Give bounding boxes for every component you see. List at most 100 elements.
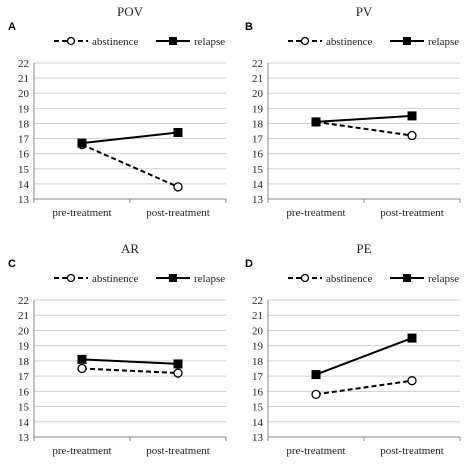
x-tick-label: post-treatment xyxy=(380,207,444,219)
chart-title: POV xyxy=(117,4,144,19)
y-tick-label: 13 xyxy=(18,432,30,444)
data-point-abstinence xyxy=(407,130,417,141)
y-tick-label: 17 xyxy=(18,134,30,146)
chart-panel-d: D PE abstinence relapse 13 14 15 16 17 18 19 20 21 22… xyxy=(245,241,461,457)
series-line-relapse xyxy=(81,131,179,145)
legend-label-relapse: relapse xyxy=(194,36,225,48)
y-tick-label: 22 xyxy=(252,295,263,307)
legend-label-abstinence: abstinence xyxy=(326,273,373,285)
legend-label-abstinence: abstinence xyxy=(92,273,139,285)
series-line-abstinence xyxy=(81,367,179,375)
data-point-relapse xyxy=(311,117,321,127)
data-point-relapse xyxy=(311,370,321,380)
x-tick-label: post-treatment xyxy=(380,445,444,457)
legend-marker-relapse xyxy=(403,37,411,45)
y-tick-label: 20 xyxy=(252,325,264,337)
legend-label-relapse: relapse xyxy=(194,273,225,285)
legend-marker-abstinence xyxy=(300,36,310,46)
series-line-abstinence xyxy=(315,379,413,396)
y-tick-label: 22 xyxy=(18,58,29,70)
y-tick-label: 15 xyxy=(252,164,264,176)
legend-marker-relapse xyxy=(169,274,177,282)
y-tick-label: 14 xyxy=(252,417,264,429)
panel-letter: B xyxy=(245,21,253,33)
y-tick-label: 22 xyxy=(18,295,29,307)
legend-marker-abstinence xyxy=(66,273,76,283)
legend: abstinence relapse xyxy=(288,36,459,48)
y-tick-label: 15 xyxy=(18,164,30,176)
y-tick-label: 17 xyxy=(252,134,264,146)
y-tick-label: 21 xyxy=(18,310,29,322)
y-tick-label: 17 xyxy=(252,371,264,383)
y-tick-label: 18 xyxy=(252,356,264,368)
series-line-relapse xyxy=(315,114,413,123)
chart-panel-b: B PV abstinence relapse 13 14 15 16 17 18 19 20 21 22… xyxy=(245,4,461,219)
series-line-abstinence xyxy=(315,120,413,137)
legend: abstinence relapse xyxy=(54,36,225,48)
legend: abstinence relapse xyxy=(288,273,459,285)
y-tick-label: 18 xyxy=(18,356,30,368)
chart-panel-c: C AR abstinence relapse 13 14 15 16 17 18 19 20 21 22… xyxy=(8,241,227,457)
x-tick-label: post-treatment xyxy=(146,207,210,219)
x-tick-label: pre-treatment xyxy=(286,445,345,457)
y-tick-label: 13 xyxy=(18,194,30,206)
panel-letter: A xyxy=(8,21,16,33)
y-tick-label: 18 xyxy=(252,118,264,130)
y-tick-label: 20 xyxy=(18,88,30,100)
legend-marker-abstinence xyxy=(300,273,310,283)
y-tick-label: 14 xyxy=(18,417,30,429)
y-tick-label: 16 xyxy=(252,386,264,398)
legend-label-relapse: relapse xyxy=(428,273,459,285)
data-point-relapse xyxy=(77,354,87,364)
data-point-abstinence xyxy=(311,389,321,400)
legend: abstinence relapse xyxy=(54,273,225,285)
chart-title: AR xyxy=(121,241,139,256)
chart-panel-a: A POV abstinence relapse 13 14 15 16 17 18 19 20 21 2… xyxy=(8,4,227,219)
y-tick-label: 13 xyxy=(252,432,264,444)
y-tick-label: 20 xyxy=(252,88,264,100)
data-point-abstinence xyxy=(173,182,183,192)
legend-marker-relapse xyxy=(403,274,411,282)
y-tick-label: 19 xyxy=(252,341,264,353)
chart-title: PV xyxy=(356,4,373,19)
panel-letter: C xyxy=(8,258,16,270)
y-tick-label: 21 xyxy=(18,73,29,85)
x-tick-label: pre-treatment xyxy=(52,207,111,219)
y-tick-label: 21 xyxy=(252,73,263,85)
panel-letter: D xyxy=(245,258,253,270)
y-tick-label: 18 xyxy=(18,118,30,130)
y-tick-label: 14 xyxy=(252,179,264,191)
y-tick-label: 17 xyxy=(18,371,30,383)
data-point-relapse xyxy=(407,111,417,121)
chart-title: PE xyxy=(356,241,371,256)
y-tick-label: 19 xyxy=(18,341,30,353)
y-tick-label: 19 xyxy=(18,103,30,115)
x-tick-label: pre-treatment xyxy=(286,207,345,219)
legend-label-abstinence: abstinence xyxy=(326,36,373,48)
y-tick-label: 20 xyxy=(18,325,30,337)
series-line-relapse xyxy=(81,358,179,365)
y-tick-label: 16 xyxy=(18,149,30,161)
data-point-relapse xyxy=(173,128,183,138)
y-tick-label: 13 xyxy=(252,194,264,206)
x-tick-label: pre-treatment xyxy=(52,445,111,457)
y-tick-label: 15 xyxy=(18,402,30,414)
legend-label-abstinence: abstinence xyxy=(92,36,139,48)
y-tick-label: 16 xyxy=(252,149,264,161)
y-tick-label: 19 xyxy=(252,103,264,115)
data-point-relapse xyxy=(173,359,183,369)
legend-marker-relapse xyxy=(169,37,177,45)
data-point-abstinence xyxy=(77,363,87,374)
legend-marker-abstinence xyxy=(66,36,76,46)
legend-label-relapse: relapse xyxy=(428,36,459,48)
data-point-relapse xyxy=(407,333,417,343)
y-tick-label: 22 xyxy=(252,58,263,70)
series-line-relapse xyxy=(315,337,413,376)
data-point-abstinence xyxy=(407,376,417,386)
y-tick-label: 14 xyxy=(18,179,30,191)
data-point-relapse xyxy=(77,138,87,148)
series-line-abstinence xyxy=(81,143,179,188)
x-tick-label: post-treatment xyxy=(146,445,210,457)
y-tick-label: 16 xyxy=(18,386,30,398)
